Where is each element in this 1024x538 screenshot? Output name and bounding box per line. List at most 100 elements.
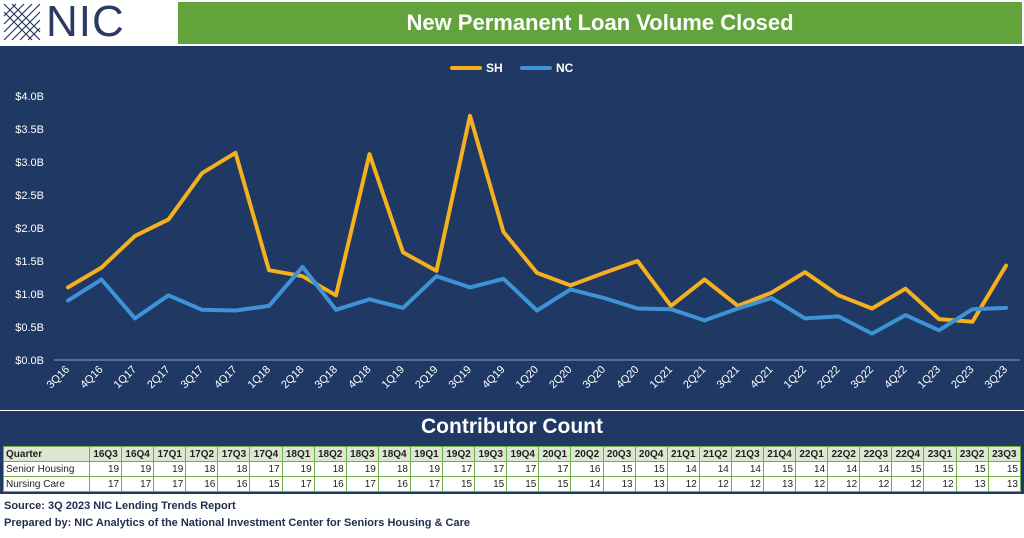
data-point-nc [301,265,304,269]
table-cell: 19 [409,461,444,477]
x-tick-label: 3Q23 [983,364,1011,392]
contributor-count-title: Contributor Count [0,410,1024,442]
y-tick-label: $0.0B [15,355,44,367]
data-point-sh [971,320,974,324]
data-point-sh [502,230,505,234]
table-cell: 12 [923,476,957,492]
table-cell: 17 [345,476,379,492]
data-point-sh [1004,264,1008,268]
table-row: Senior Housing 19 19 19 18 18 17 19 18 19 18 19 17 17… [3,461,1022,477]
table-cell: 13 [762,476,797,492]
data-point-nc [803,316,807,320]
data-point-nc [736,307,740,311]
data-point-sh [870,307,874,311]
table-cell: 17 [121,476,155,492]
x-tick-label: 4Q16 [78,364,106,392]
quarter-header-cell: 21Q3 [730,446,764,462]
y-tick-label: $3.0B [15,157,44,169]
table-cell: 13 [955,476,989,492]
quarter-header-cell: 20Q2 [570,446,604,462]
x-tick-label: 4Q18 [346,364,374,392]
data-point-nc [401,306,405,310]
data-point-sh [468,114,472,118]
data-point-sh [837,293,840,297]
x-tick-label: 3Q21 [715,364,743,392]
data-point-nc [602,296,606,300]
quarter-header-cell: 23Q1 [923,446,957,462]
y-tick-label: $1.0B [15,289,44,301]
table-cell: 12 [730,476,764,492]
table-cell: 18 [313,461,347,477]
table-cell: 12 [827,476,861,492]
table-cell: 14 [730,461,764,477]
data-point-sh [669,304,673,308]
series-line-sh [66,113,1008,324]
row-label: Nursing Care [3,476,90,492]
data-point-sh [267,268,271,272]
table-cell: 17 [442,461,476,477]
source-note: Source: 3Q 2023 NIC Lending Trends Repor… [4,500,236,512]
table-cell: 18 [217,461,251,477]
data-point-sh [301,274,304,278]
table-cell: 17 [474,461,508,477]
x-tick-label: 3Q18 [313,364,341,392]
table-cell: 16 [313,476,347,492]
quarter-header-cell: 21Q1 [666,446,700,462]
table-cell: 16 [185,476,219,492]
table-cell: 16 [570,461,604,477]
table-cell: 19 [345,461,379,477]
data-point-sh [167,217,170,221]
table-cell: 15 [891,461,925,477]
line-chart: SH NC $4.0B $3.5B $3.0B $2.5B $2.0B $1.5B $1.0B $… [15,61,1020,392]
data-point-sh [535,271,539,275]
table-cell: 17 [153,476,187,492]
table-cell: 13 [634,476,668,492]
quarter-header-cell: 20Q1 [538,446,572,462]
quarter-header-cell: 22Q4 [891,446,925,462]
data-point-nc [770,296,773,300]
data-point-nc [234,309,237,312]
table-cell: 15 [506,476,540,492]
quarter-header-cell: 18Q4 [377,446,411,462]
quarter-header-cell: 22Q3 [859,446,893,462]
data-point-sh [100,266,103,270]
quarter-header-cell: 18Q3 [345,446,379,462]
y-tick-label: $2.5B [15,190,44,202]
quarter-header-cell: 16Q4 [121,446,155,462]
table-cell: 12 [891,476,925,492]
table-header-row: Quarter 16Q3 16Q4 17Q1 17Q2 17Q3 17Q4 18Q1 18Q2… [3,446,1022,462]
x-tick-label: 2Q23 [949,364,977,392]
data-point-nc [66,299,70,303]
quarter-header-cell: 23Q3 [987,446,1022,462]
x-tick-label: 1Q21 [648,364,676,392]
table-cell: 15 [442,476,476,492]
data-point-sh [435,269,438,273]
quarter-header-cell: 17Q1 [153,446,187,462]
table-cell: 14 [859,461,893,477]
table-cell: 19 [281,461,315,477]
header: NIC New Permanent Loan Volume Closed [0,0,1024,46]
x-tick-label: 1Q23 [916,364,944,392]
data-point-nc [368,297,371,301]
quarter-header-cell: 19Q4 [506,446,540,462]
quarter-header-cell: 17Q2 [185,446,219,462]
y-tick-label: $2.0B [15,223,44,235]
data-point-nc [904,313,907,317]
x-tick-label: 2Q21 [681,364,709,392]
x-tick-label: 4Q20 [614,364,642,392]
quarter-header-cell: 22Q1 [795,446,829,462]
table-cell: 15 [474,476,508,492]
table-cell: 14 [827,461,861,477]
data-point-nc [636,307,639,311]
x-tick-label: 1Q17 [112,364,140,392]
quarter-header-cell: 18Q1 [281,446,315,462]
table-cell: 16 [377,476,411,492]
table-cell: 12 [859,476,893,492]
table-cell: 15 [923,461,957,477]
table-cell: 17 [249,461,283,477]
row-label: Senior Housing [3,461,90,477]
chart-panel: SH NC $4.0B $3.5B $3.0B $2.5B $2.0B $1.5B $1.0B $… [0,46,1024,410]
x-tick-label: 3Q22 [849,364,877,392]
data-point-sh [770,291,773,295]
table-cell: 19 [88,461,123,477]
